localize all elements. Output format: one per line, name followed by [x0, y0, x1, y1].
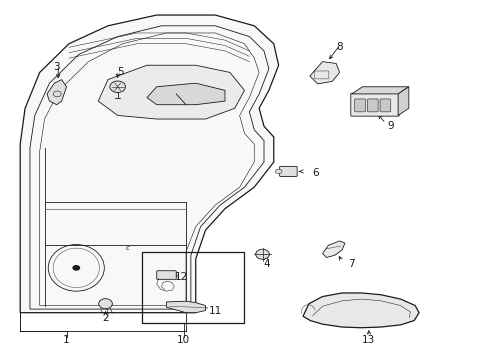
Polygon shape [309, 62, 339, 84]
Polygon shape [397, 87, 408, 116]
Text: 4: 4 [263, 259, 269, 269]
Polygon shape [47, 80, 66, 105]
Text: 12: 12 [174, 272, 187, 282]
Text: 7: 7 [348, 259, 354, 269]
Text: c: c [125, 245, 129, 251]
Polygon shape [351, 87, 408, 94]
Polygon shape [147, 83, 224, 105]
Polygon shape [98, 65, 244, 119]
Circle shape [110, 81, 125, 93]
FancyBboxPatch shape [354, 99, 365, 112]
Text: 3: 3 [53, 62, 60, 72]
FancyBboxPatch shape [379, 99, 390, 112]
Text: 13: 13 [362, 334, 375, 345]
Text: 2: 2 [102, 313, 109, 323]
Circle shape [72, 265, 80, 271]
FancyBboxPatch shape [157, 271, 176, 279]
Polygon shape [166, 301, 205, 313]
FancyBboxPatch shape [366, 99, 377, 112]
Text: 5: 5 [117, 67, 123, 77]
FancyBboxPatch shape [350, 93, 398, 116]
Circle shape [255, 249, 269, 259]
Text: 9: 9 [386, 121, 393, 131]
Polygon shape [322, 241, 344, 257]
Text: 8: 8 [336, 42, 342, 52]
Polygon shape [20, 15, 278, 313]
Ellipse shape [275, 169, 282, 174]
Circle shape [99, 299, 112, 309]
Text: 1: 1 [63, 334, 70, 345]
FancyBboxPatch shape [279, 166, 297, 176]
Polygon shape [303, 293, 418, 328]
Text: 11: 11 [208, 306, 222, 316]
Text: 6: 6 [311, 168, 318, 178]
Text: 10: 10 [177, 334, 190, 345]
